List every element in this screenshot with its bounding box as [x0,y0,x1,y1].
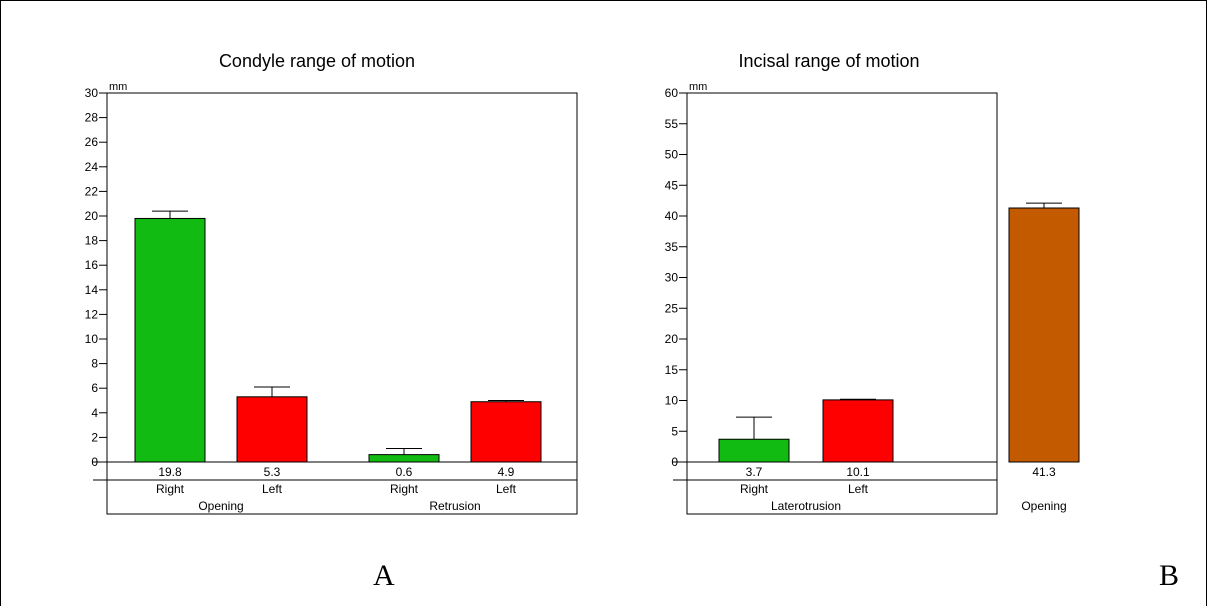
panel-label-a: A [373,559,395,592]
y-tick-label: 5 [671,424,678,438]
y-tick-label: 10 [665,394,679,408]
y-axis-unit: mm [109,81,127,93]
value-label: 10.1 [846,465,870,479]
y-tick-label: 28 [85,111,99,125]
y-tick-label: 8 [91,357,98,371]
y-axis-unit: mm [689,81,707,93]
bar [368,454,440,463]
plot-frame [686,92,998,515]
y-tick-label: 26 [85,135,99,149]
value-label: 5.3 [264,465,281,479]
y-tick-label: 45 [665,178,679,192]
bar [822,399,894,463]
group-label: Retrusion [429,499,480,513]
y-tick-label: 55 [665,117,679,131]
y-tick-label: 16 [85,258,99,272]
category-label: Left [848,482,869,496]
y-tick-label: 24 [85,160,99,174]
y-tick-label: 2 [91,430,98,444]
y-tick-label: 30 [85,86,99,100]
y-tick-label: 60 [665,86,679,100]
chart-title: Condyle range of motion [219,51,415,71]
chart-title: Incisal range of motion [738,51,919,71]
y-tick-label: 4 [91,406,98,420]
y-tick-label: 22 [85,184,99,198]
y-tick-label: 0 [91,455,98,469]
bar [134,217,206,463]
category-label: Right [156,482,185,496]
y-tick-label: 10 [85,332,99,346]
y-tick-label: 14 [85,283,99,297]
category-label: Right [740,482,769,496]
bar [718,438,790,463]
bar [1008,207,1080,463]
category-label: Left [262,482,283,496]
y-tick-label: 25 [665,301,679,315]
value-label: 3.7 [746,465,763,479]
category-label: Left [496,482,517,496]
group-label: Opening [1021,499,1066,513]
group-label: Opening [198,499,243,513]
y-tick-label: 20 [85,209,99,223]
y-tick-label: 6 [91,381,98,395]
y-tick-label: 30 [665,271,679,285]
y-tick-label: 15 [665,363,679,377]
category-label: Right [390,482,419,496]
plot-frame [106,92,578,515]
y-tick-label: 35 [665,240,679,254]
value-label: 41.3 [1032,465,1056,479]
y-tick-label: 40 [665,209,679,223]
bar [470,401,542,463]
y-tick-label: 12 [85,307,99,321]
chart-condyle: Condyle range of motionmm024681012141618… [85,51,578,515]
y-tick-label: 0 [671,455,678,469]
value-label: 4.9 [498,465,515,479]
y-tick-label: 50 [665,148,679,162]
y-tick-label: 18 [85,234,99,248]
chart-incisal: Incisal range of motion mm 0 5 10 15 20 25 30 35 4… [665,51,1080,515]
value-label: 0.6 [396,465,413,479]
panel-label-b: B [1159,559,1180,592]
y-tick-label: 20 [665,332,679,346]
group-label: Laterotrusion [771,499,841,513]
value-label: 19.8 [158,465,182,479]
bar [236,396,308,463]
